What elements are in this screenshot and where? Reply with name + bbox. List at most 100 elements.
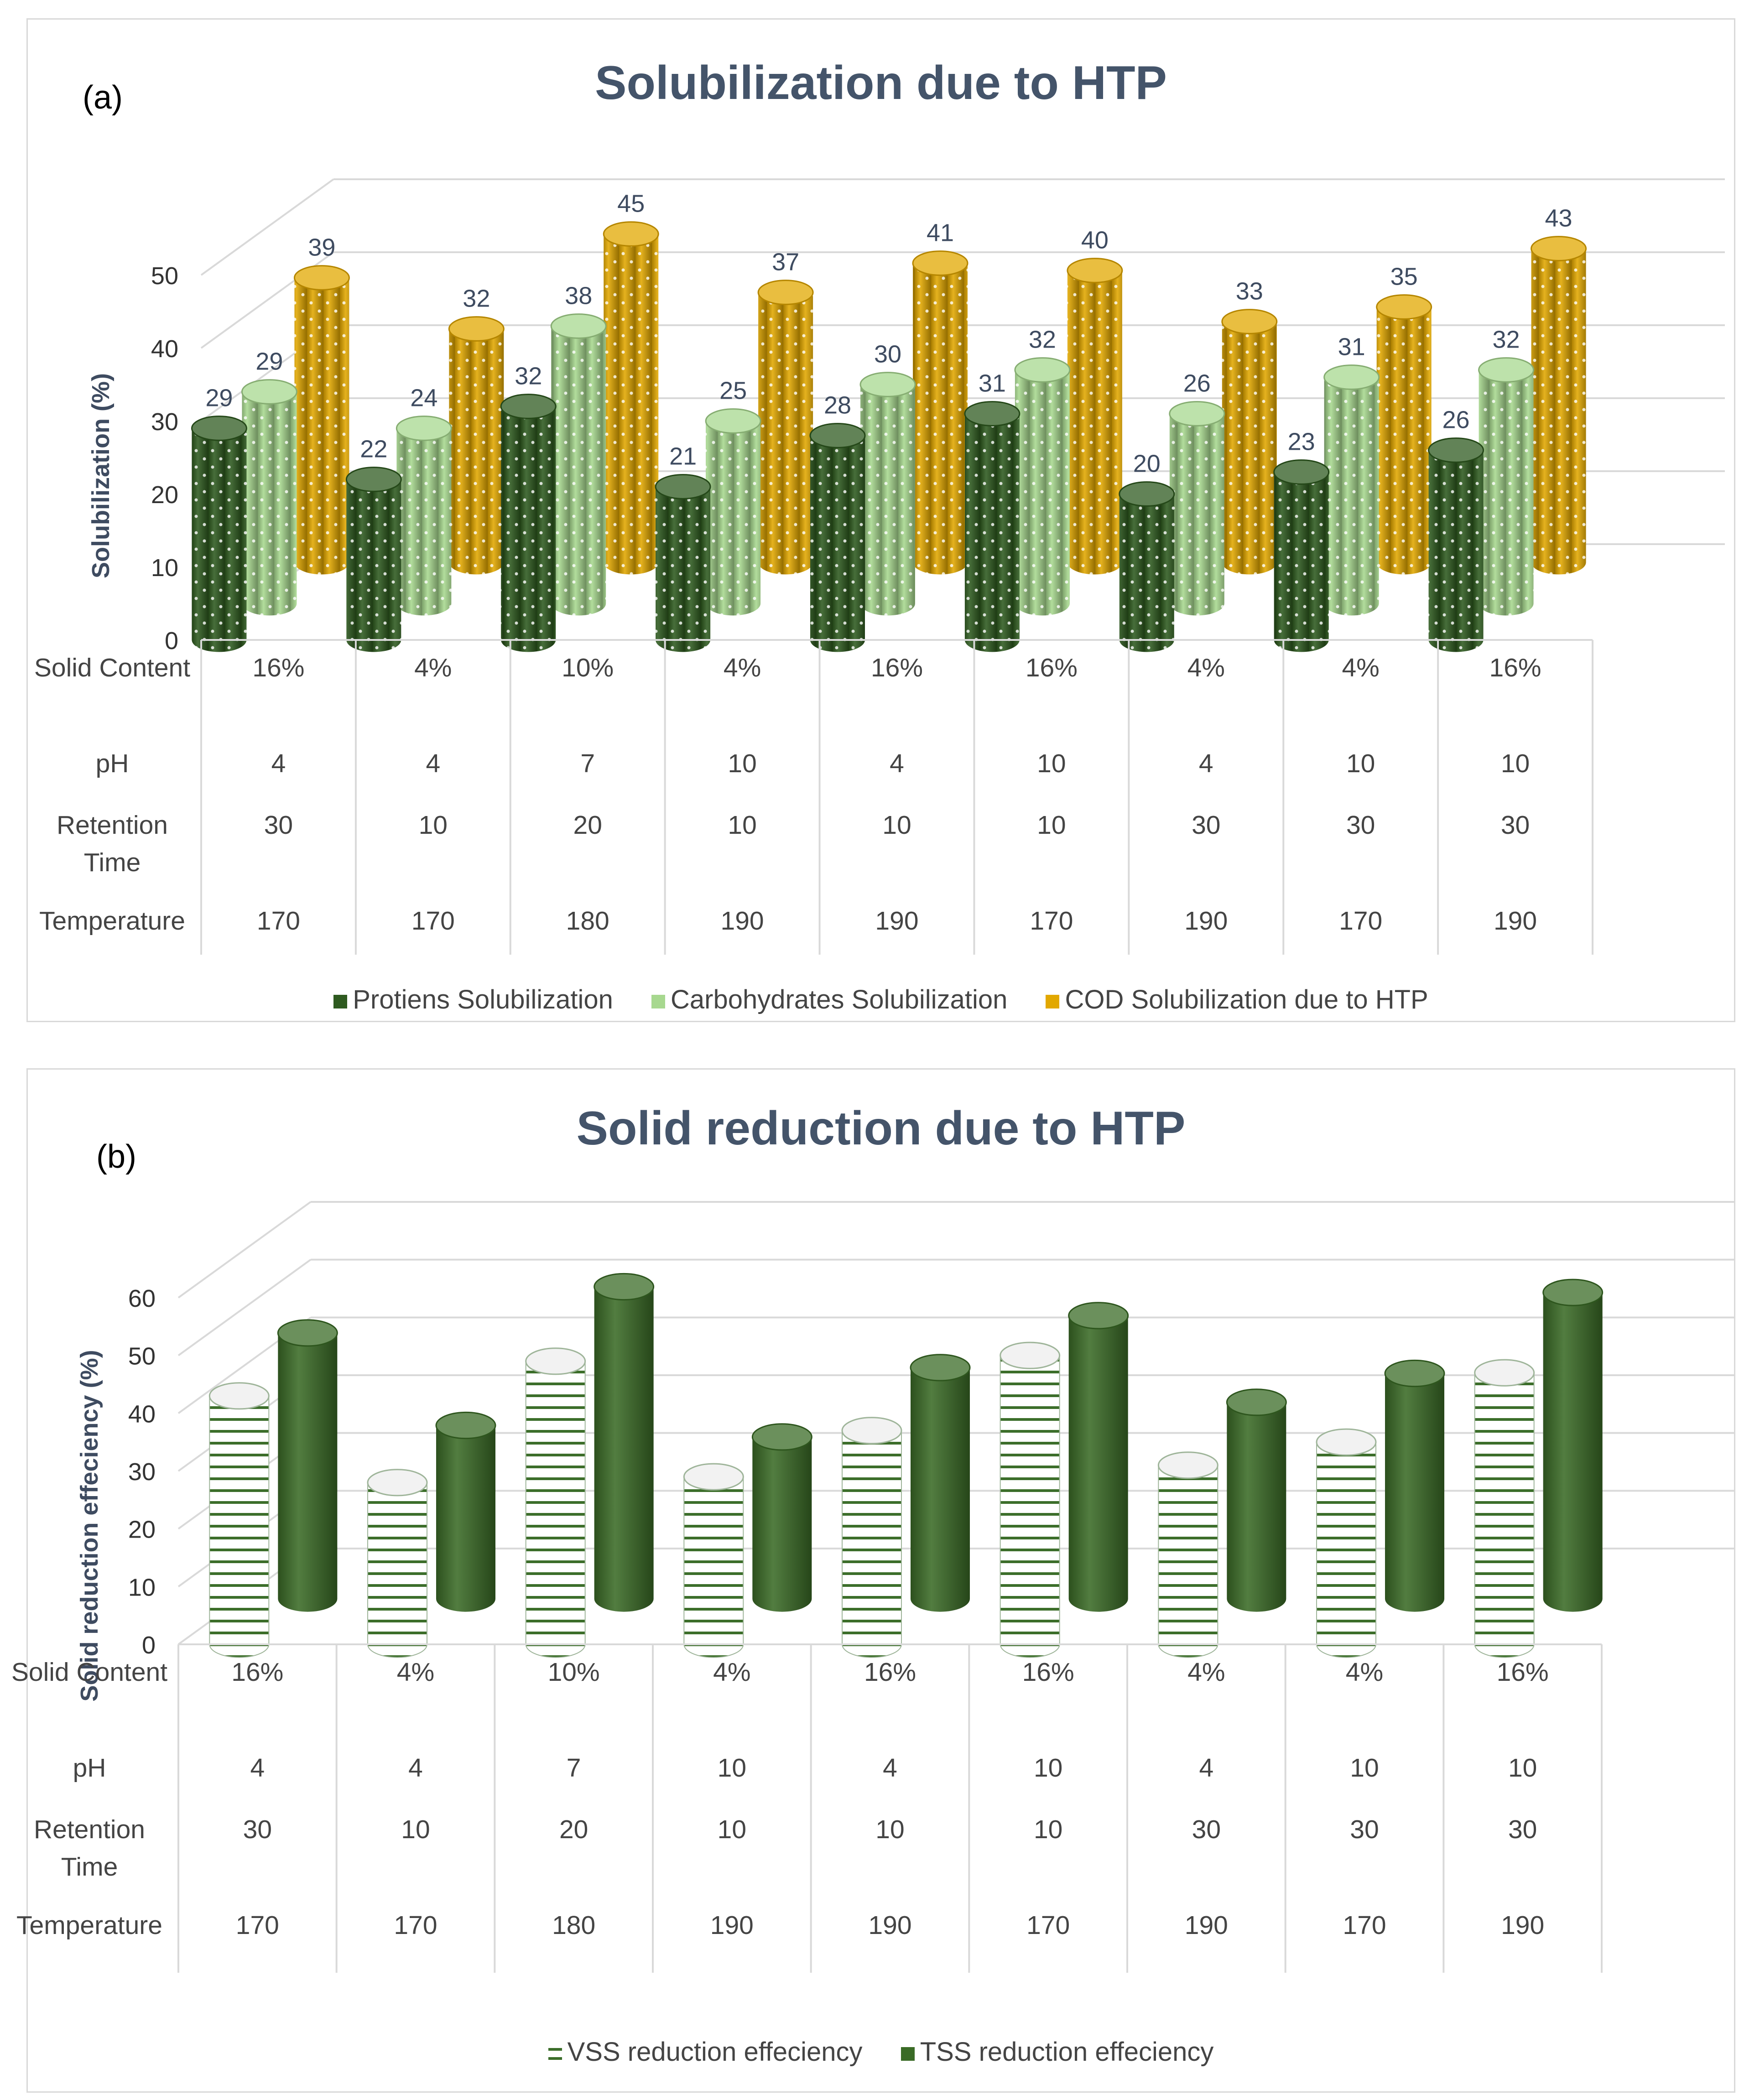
- y-tick-label: 10: [151, 554, 178, 582]
- table-cell: 180: [552, 1911, 596, 1940]
- y-tick-label: 30: [128, 1458, 156, 1486]
- table-cell: 4%: [1345, 1658, 1384, 1687]
- y-tick-label: 20: [151, 481, 178, 509]
- table-cell: 4: [1199, 1753, 1214, 1783]
- bar-top: [1428, 437, 1484, 463]
- table-cell: 10: [875, 1815, 905, 1844]
- table-cell: 10%: [547, 1658, 600, 1687]
- y-tick-label: 10: [128, 1574, 156, 1601]
- y-tick-label: 30: [151, 408, 178, 436]
- table-cell: 170: [1026, 1911, 1070, 1940]
- bar-top: [841, 1417, 902, 1445]
- table-cell: 180: [566, 906, 609, 936]
- bar-body: [752, 1437, 812, 1612]
- data-label: 32: [1029, 326, 1056, 353]
- bar-cod-solubilization-due-to-htp: [603, 221, 659, 575]
- y-tick-label: 0: [142, 1632, 156, 1659]
- data-label: 35: [1390, 263, 1418, 291]
- legend-item-vss: VSS reduction effeciency: [548, 2037, 863, 2067]
- legend: Protiens Solubilization Carbohydrates So…: [28, 984, 1734, 1015]
- data-label: 24: [410, 385, 437, 412]
- data-label: 29: [255, 348, 283, 375]
- bar-top: [550, 313, 607, 339]
- table-cell: 10: [717, 1753, 747, 1783]
- table-cell: 4: [408, 1753, 423, 1783]
- table-cell: 10: [418, 811, 448, 840]
- data-label: 25: [719, 377, 747, 405]
- bar-body: [706, 421, 761, 616]
- table-cell: 190: [1501, 1911, 1545, 1940]
- bar-body: [964, 414, 1020, 652]
- table-cell: 16%: [252, 653, 305, 682]
- bar-top: [1542, 1279, 1604, 1306]
- table-cell: 170: [256, 906, 300, 936]
- table-cell: 16%: [864, 1658, 916, 1687]
- table-cell: 16%: [1022, 1658, 1074, 1687]
- y-tick-label: 40: [151, 335, 178, 363]
- bar-body: [842, 1430, 902, 1658]
- bar-body: [242, 392, 297, 616]
- bar-tss-reduction-effeciency: [1384, 1359, 1445, 1612]
- data-label: 32: [1493, 326, 1520, 353]
- bar-protiens-solubilization: [964, 401, 1021, 652]
- bar-top: [1226, 1388, 1287, 1416]
- table-cell: 190: [875, 906, 919, 936]
- bar-body: [501, 406, 556, 652]
- bar-body: [396, 428, 452, 616]
- bar-body: [449, 329, 504, 575]
- legend-item-cod: COD Solubilization due to HTP: [1046, 984, 1428, 1015]
- bar-vss-reduction-effeciency: [1000, 1341, 1061, 1658]
- bar-body: [1531, 249, 1586, 575]
- table-row-header: pH: [95, 749, 129, 778]
- bar-top: [1316, 1428, 1377, 1456]
- bar-top: [603, 221, 659, 247]
- bar-protiens-solubilization: [500, 394, 557, 652]
- bar-body: [551, 326, 606, 616]
- data-label: 38: [565, 282, 592, 310]
- y-tick-label: 0: [165, 627, 178, 655]
- table-cell: 4: [1198, 749, 1213, 778]
- table-cell: 190: [1493, 906, 1537, 936]
- table-cell: 30: [264, 811, 293, 840]
- legend-item-proteins: Protiens Solubilization: [333, 984, 613, 1015]
- legend-swatch: [901, 2047, 915, 2061]
- bar-tss-reduction-effeciency: [751, 1423, 812, 1612]
- data-label: 45: [617, 190, 645, 218]
- bar-body: [683, 1476, 744, 1658]
- table-cell: 16%: [231, 1658, 284, 1687]
- table-cell: 16%: [1496, 1658, 1549, 1687]
- table-cell: 4%: [1187, 1658, 1225, 1687]
- bar-cod-solubilization-due-to-htp: [293, 265, 350, 575]
- bar-carbohydrates-solubilization: [241, 379, 297, 616]
- bar-vss-reduction-effeciency: [1157, 1451, 1218, 1658]
- table-cell: 190: [868, 1911, 912, 1940]
- bar-body: [860, 385, 915, 616]
- table-cell: 4%: [1342, 653, 1380, 682]
- bar-top: [1169, 401, 1225, 426]
- bar-protiens-solubilization: [1119, 481, 1175, 652]
- table-row-header: pH: [73, 1753, 106, 1783]
- bar-body: [1428, 450, 1484, 652]
- bar-carbohydrates-solubilization: [550, 313, 607, 616]
- bar-body: [1385, 1373, 1444, 1612]
- bar-vss-reduction-effeciency: [1474, 1359, 1535, 1658]
- y-tick-label: 20: [128, 1516, 156, 1544]
- table-cell: 10: [728, 811, 757, 840]
- chart-panel-a: (a) Solubilization due to HTP Solubiliza…: [26, 18, 1735, 1022]
- table-row-header: Solid Content: [11, 1658, 168, 1687]
- table-cell: 170: [394, 1911, 437, 1940]
- table-cell: 10: [1500, 749, 1530, 778]
- table-cell: 10: [1033, 1815, 1063, 1844]
- bar-top: [757, 280, 814, 305]
- table-cell: 30: [243, 1815, 272, 1844]
- bar-top: [1273, 459, 1330, 485]
- bar-top: [345, 467, 402, 492]
- data-label: 21: [669, 443, 697, 470]
- bar-body: [911, 1367, 970, 1612]
- data-label: 20: [1133, 450, 1161, 478]
- table-cell: 4%: [713, 1658, 751, 1687]
- bar-body: [1169, 414, 1224, 616]
- bar-carbohydrates-solubilization: [705, 408, 761, 616]
- bar-cod-solubilization-due-to-htp: [448, 316, 505, 575]
- table-cell: 4: [883, 1753, 897, 1783]
